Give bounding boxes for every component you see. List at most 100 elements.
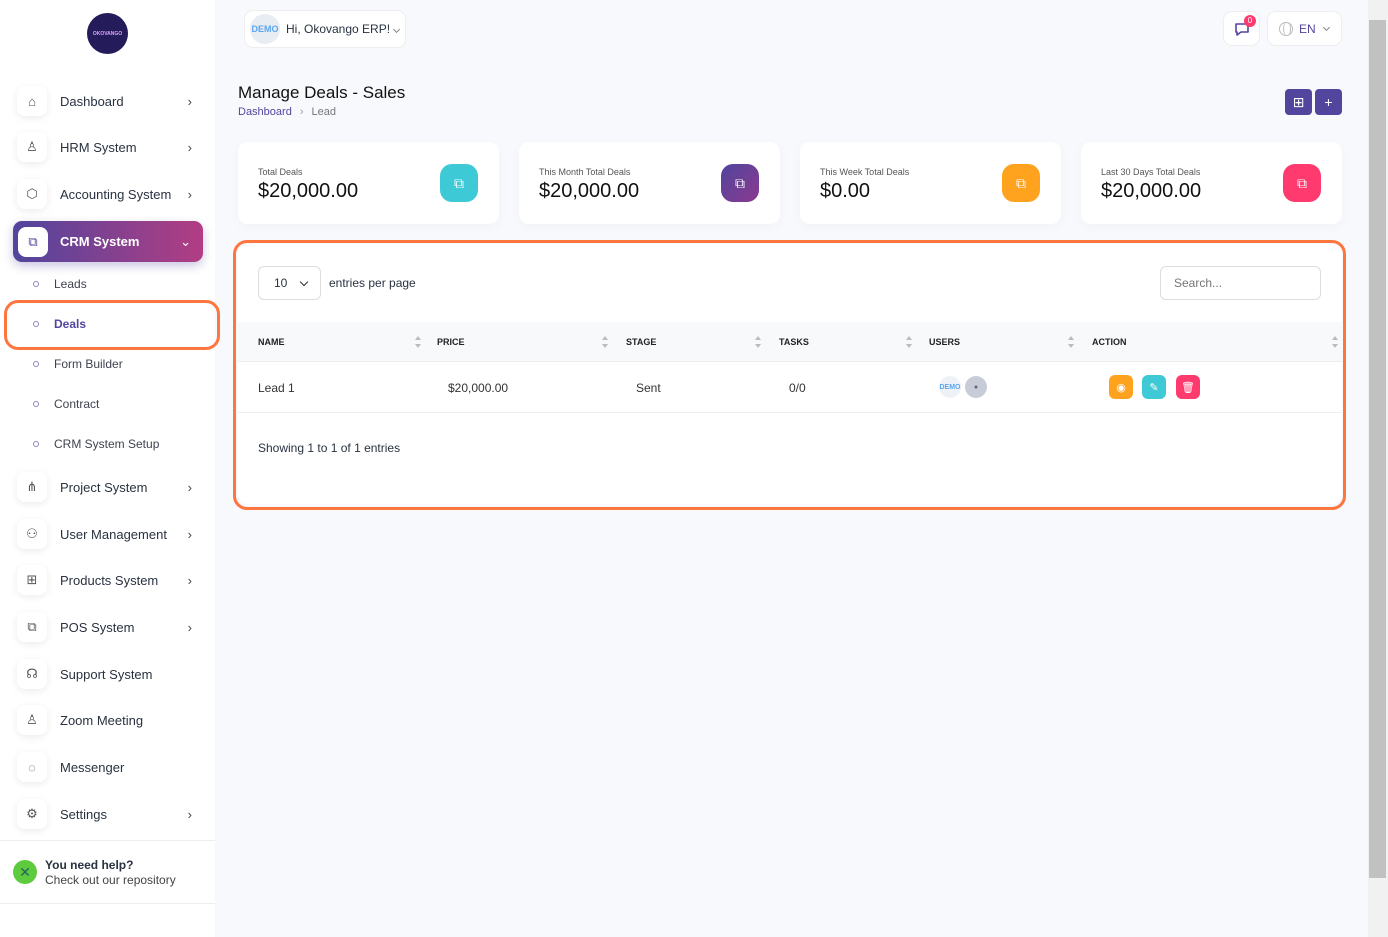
sidebar-subitem-deals[interactable]: Deals bbox=[33, 317, 86, 331]
layers-icon: ⧉ bbox=[18, 226, 48, 257]
layers-icon: ⧉ bbox=[1283, 164, 1321, 202]
sort-icon[interactable] bbox=[1332, 336, 1338, 348]
trash-icon: 🗑︎ bbox=[1181, 381, 1195, 394]
deal-stage: Sent bbox=[636, 381, 661, 395]
sidebar-item-project[interactable]: ⋔ Project System › bbox=[17, 470, 207, 504]
sort-icon[interactable] bbox=[415, 336, 421, 348]
highlight-outline bbox=[4, 300, 220, 350]
box-icon: ⬡ bbox=[17, 179, 47, 209]
chevron-right-icon: › bbox=[187, 139, 192, 155]
sidebar-item-settings[interactable]: ⚙ Settings › bbox=[17, 797, 207, 831]
pencil-icon: ✎ bbox=[1149, 381, 1159, 394]
stat-card-total: Total Deals $20,000.00 ⧉ bbox=[238, 142, 499, 224]
circle-icon bbox=[33, 361, 39, 367]
grid-icon: ⊞ bbox=[1292, 93, 1305, 110]
sidebar-item-hrm[interactable]: ♙ HRM System › bbox=[17, 130, 207, 164]
chevron-right-icon: › bbox=[187, 526, 192, 542]
circle-icon bbox=[33, 441, 39, 447]
language-selector[interactable]: EN bbox=[1267, 11, 1342, 46]
sidebar-subitem-contract[interactable]: Contract bbox=[33, 397, 99, 411]
help-section[interactable]: ✕ You need help? Check out our repository bbox=[0, 840, 215, 904]
view-button[interactable]: ◉ bbox=[1109, 375, 1133, 399]
sidebar-item-user-management[interactable]: ⚇ User Management › bbox=[17, 517, 207, 551]
deal-tasks: 0/0 bbox=[789, 381, 806, 395]
layers-icon: ⧉ bbox=[1002, 164, 1040, 202]
messages-button[interactable]: 0 bbox=[1223, 11, 1260, 46]
scrollbar-thumb[interactable] bbox=[1369, 20, 1386, 878]
search-input[interactable] bbox=[1160, 266, 1321, 300]
table-info: Showing 1 to 1 of 1 entries bbox=[258, 441, 401, 455]
user-avatar[interactable]: ● bbox=[965, 376, 987, 398]
chevron-right-icon: › bbox=[187, 93, 192, 109]
sidebar-item-zoom[interactable]: ♙ Zoom Meeting bbox=[17, 703, 207, 737]
breadcrumb-dashboard[interactable]: Dashboard bbox=[238, 106, 292, 118]
sidebar-subitem-form-builder[interactable]: Form Builder bbox=[33, 357, 123, 371]
column-header-stage[interactable]: STAGE bbox=[626, 337, 657, 347]
sort-icon[interactable] bbox=[1068, 336, 1074, 348]
users-icon: ⚇ bbox=[17, 519, 47, 549]
chevron-right-icon: › bbox=[187, 806, 192, 822]
circle-icon bbox=[33, 401, 39, 407]
chevron-right-icon: › bbox=[187, 186, 192, 202]
sidebar-item-pos[interactable]: ⧉ POS System › bbox=[17, 610, 207, 644]
column-header-action[interactable]: ACTION bbox=[1092, 337, 1127, 347]
stat-card-month: This Month Total Deals $20,000.00 ⧉ bbox=[519, 142, 780, 224]
layers-icon: ⧉ bbox=[440, 164, 478, 202]
user-icon: ♙ bbox=[17, 132, 47, 162]
breadcrumb: Dashboard › Lead bbox=[238, 106, 336, 118]
deal-price: $20,000.00 bbox=[448, 381, 509, 395]
circle-icon bbox=[33, 281, 39, 287]
edit-button[interactable]: ✎ bbox=[1142, 375, 1166, 399]
company-logo[interactable]: OKOVANGO bbox=[87, 13, 128, 54]
column-header-tasks[interactable]: TASKS bbox=[779, 337, 809, 347]
column-header-name[interactable]: NAME bbox=[258, 337, 285, 347]
table-row: Lead 1 $20,000.00 Sent 0/0 DEMO ● ◉ ✎ 🗑︎ bbox=[238, 362, 1342, 413]
chevron-right-icon: › bbox=[299, 106, 304, 118]
chevron-right-icon: › bbox=[187, 572, 192, 588]
sidebar-item-accounting[interactable]: ⬡ Accounting System › bbox=[17, 177, 207, 211]
sort-icon[interactable] bbox=[755, 336, 761, 348]
user-check-icon: ♙ bbox=[17, 705, 47, 735]
sidebar-item-crm[interactable]: ⧉ CRM System ⌄ bbox=[13, 221, 203, 262]
chevron-down-icon: ⌄ bbox=[180, 233, 191, 249]
plus-icon: + bbox=[1324, 94, 1333, 110]
sort-icon[interactable] bbox=[906, 336, 912, 348]
sort-icon[interactable] bbox=[602, 336, 608, 348]
entries-per-page-select[interactable]: 10 bbox=[258, 266, 321, 300]
layers-icon: ⧉ bbox=[17, 612, 47, 642]
stat-card-30days: Last 30 Days Total Deals $20,000.00 ⧉ bbox=[1081, 142, 1342, 224]
layers-icon: ⧉ bbox=[721, 164, 759, 202]
table-header: NAME PRICE STAGE TASKS USERS ACTION bbox=[238, 322, 1342, 362]
column-header-users[interactable]: USERS bbox=[929, 337, 961, 347]
user-menu[interactable]: DEMO Hi, Okovango ERP! bbox=[244, 10, 406, 48]
home-icon: ⌂ bbox=[17, 86, 47, 116]
sidebar-item-messenger[interactable]: ◌ Messenger bbox=[17, 750, 207, 784]
stat-card-week: This Week Total Deals $0.00 ⧉ bbox=[800, 142, 1061, 224]
sidebar: OKOVANGO ⌂ Dashboard › ♙ HRM System › ⬡ Accou… bbox=[0, 0, 220, 937]
add-deal-button[interactable]: + bbox=[1315, 89, 1342, 115]
grid-view-button[interactable]: ⊞ bbox=[1285, 89, 1312, 115]
headphones-icon: ☊ bbox=[17, 659, 47, 689]
sidebar-subitem-crm-setup[interactable]: CRM System Setup bbox=[33, 437, 159, 451]
avatar: DEMO bbox=[250, 14, 280, 44]
lifebuoy-icon: ✕ bbox=[13, 860, 37, 884]
sidebar-item-support[interactable]: ☊ Support System bbox=[17, 657, 207, 691]
deal-name: Lead 1 bbox=[258, 381, 295, 395]
share-icon: ⋔ bbox=[17, 472, 47, 502]
page-title: Manage Deals - Sales bbox=[238, 83, 406, 102]
cart-icon: ⊞ bbox=[17, 565, 47, 595]
chevron-down-icon bbox=[1322, 23, 1330, 31]
gear-icon: ⚙ bbox=[17, 799, 47, 829]
globe-icon bbox=[1279, 21, 1293, 36]
column-header-price[interactable]: PRICE bbox=[437, 337, 465, 347]
sidebar-subitem-leads[interactable]: Leads bbox=[33, 277, 87, 291]
delete-button[interactable]: 🗑︎ bbox=[1176, 375, 1200, 399]
sidebar-item-dashboard[interactable]: ⌂ Dashboard › bbox=[17, 84, 207, 118]
sidebar-item-products[interactable]: ⊞ Products System › bbox=[17, 563, 207, 597]
chevron-right-icon: › bbox=[187, 619, 192, 635]
deals-table-card: 10 entries per page NAME PRICE STAGE TAS… bbox=[238, 244, 1342, 504]
chevron-down-icon bbox=[300, 277, 309, 286]
user-avatar[interactable]: DEMO bbox=[939, 376, 961, 398]
chevron-right-icon: › bbox=[187, 479, 192, 495]
eye-icon: ◉ bbox=[1116, 381, 1126, 394]
